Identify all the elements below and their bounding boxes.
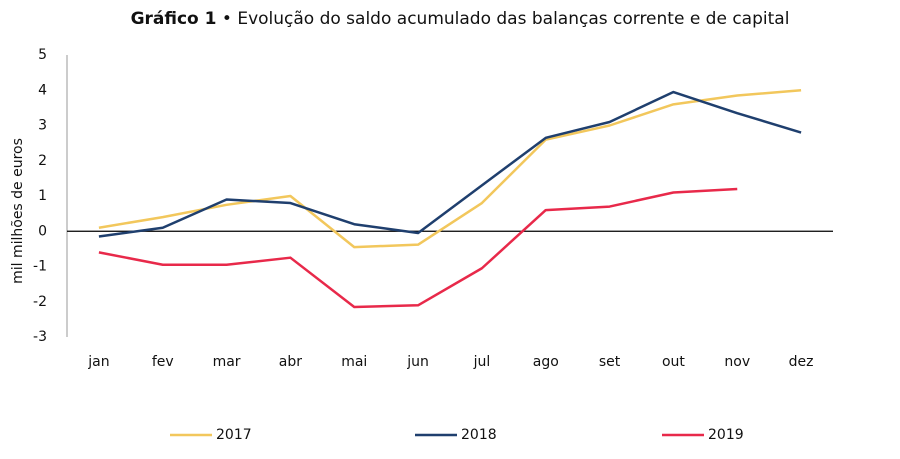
legend-label: 2017 xyxy=(216,427,252,443)
x-tick-label: jan xyxy=(87,354,109,370)
y-tick-label: 1 xyxy=(38,188,47,204)
title-text: • Evolução do saldo acumulado das balanç… xyxy=(221,9,790,29)
y-tick-label: 0 xyxy=(38,223,47,239)
x-tick-label: fev xyxy=(152,354,174,370)
series-line xyxy=(98,187,738,309)
x-tick-label: mar xyxy=(213,354,241,370)
x-tick-label: dez xyxy=(789,354,814,370)
legend-label: 2018 xyxy=(461,427,497,443)
y-tick-label: 2 xyxy=(38,153,47,169)
legend-label: 2019 xyxy=(708,427,744,443)
y-tick-label: -2 xyxy=(33,294,47,310)
x-tick-label: nov xyxy=(724,354,750,370)
x-tick-label: out xyxy=(662,354,685,370)
x-tick-label: jun xyxy=(406,354,429,370)
y-tick-label: 3 xyxy=(38,118,47,134)
y-axis-label: mil milhões de euros xyxy=(10,138,26,284)
x-tick-label: set xyxy=(599,354,621,370)
x-tick-label: ago xyxy=(533,354,559,370)
y-tick-label: 4 xyxy=(38,82,47,98)
y-tick-label: -1 xyxy=(33,259,47,275)
series-line xyxy=(98,89,802,249)
x-tick-label: jul xyxy=(473,354,491,370)
y-tick-label: 5 xyxy=(38,47,47,63)
chart-title: Gráfico 1 • Evolução do saldo acumulado … xyxy=(100,6,820,33)
y-tick-label: -3 xyxy=(33,329,47,345)
x-tick-label: abr xyxy=(279,354,302,370)
x-tick-label: mai xyxy=(341,354,367,370)
series-line xyxy=(98,90,802,238)
title-number: Gráfico 1 xyxy=(130,9,217,29)
